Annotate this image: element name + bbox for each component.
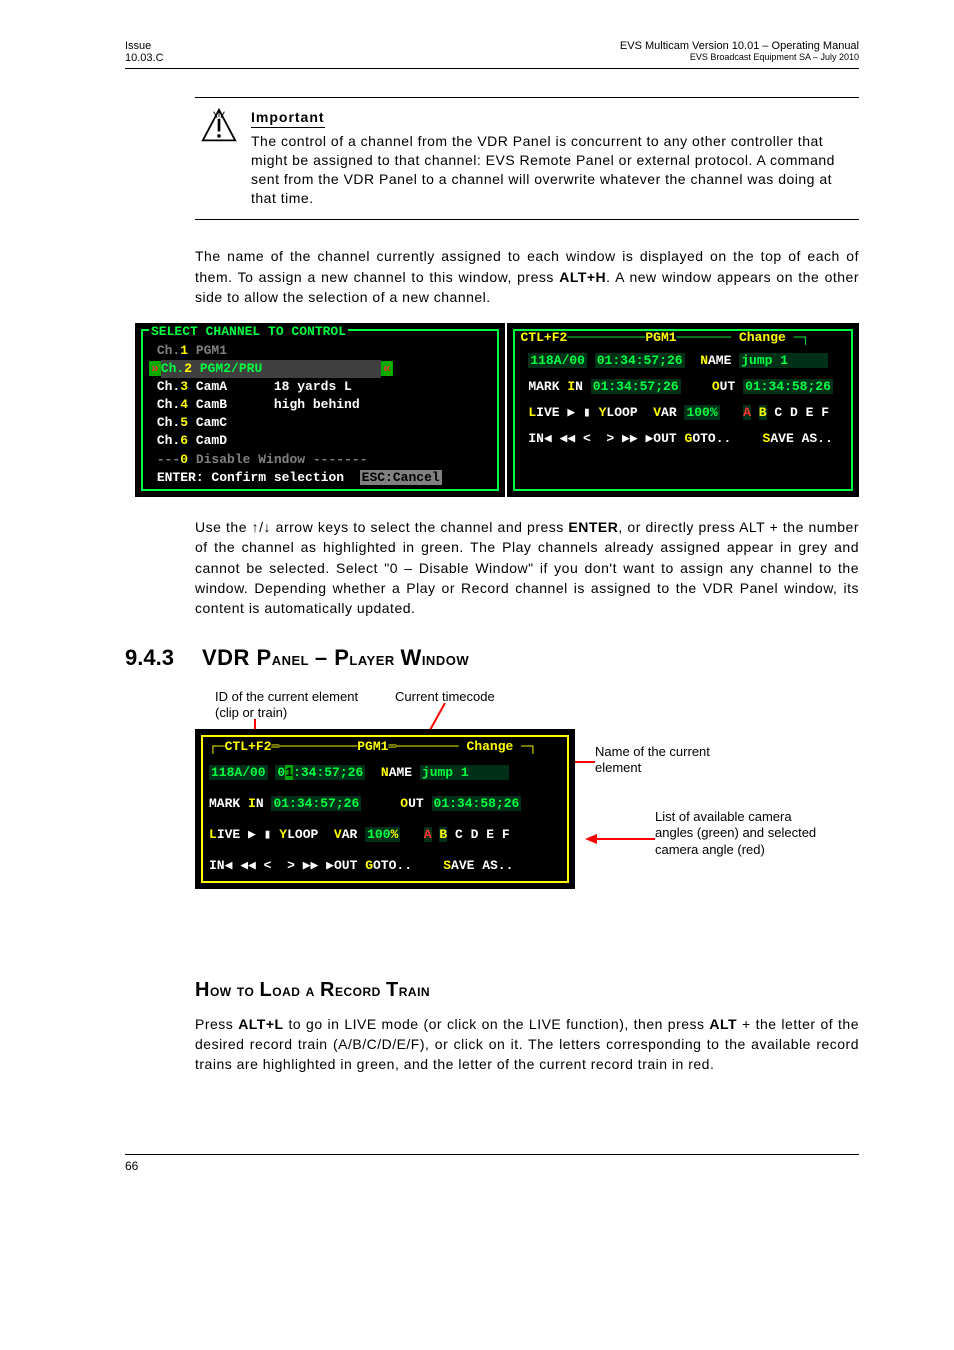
mark-row: MARK IN 01:34:57;26 OUT 01:34:58;26: [209, 794, 561, 815]
clip-id-row: 118A/00 01:34:57;26 NAME jump 1: [521, 352, 845, 370]
annotated-diagram: ID of the current element (clip or train…: [195, 689, 859, 949]
header-rule: [125, 68, 859, 69]
para-assign-channel: The name of the channel currently assign…: [195, 246, 859, 307]
page-number: 66: [125, 1159, 138, 1173]
section-number: 9.4.3: [125, 645, 174, 671]
mark-row: MARK IN 01:34:57;26 OUT 01:34:58;26: [521, 378, 845, 396]
channel-row: »Ch.2 PGM2/PRU«: [149, 360, 491, 378]
vdr-player-panel: CTL+F2──────────PGM1─────── Change ─┐ 11…: [507, 323, 859, 497]
page-footer: 66: [125, 1154, 859, 1173]
warning-icon: [201, 108, 237, 207]
live-row: LIVE ▶ ▮ YLOOP VAR 100% A B C D E F: [521, 404, 845, 422]
section-title: VDR Panel – Player Window: [202, 645, 469, 671]
disable-window-row: ---0 Disable Window -------: [149, 451, 491, 469]
page-header: Issue 10.03.C EVS Multicam Version 10.01…: [125, 40, 859, 64]
issue-number: 10.03.C: [125, 52, 164, 64]
doc-subtitle: EVS Broadcast Equipment SA – July 2010: [620, 52, 859, 62]
para-use-arrows: Use the ↑/↓ arrow keys to select the cha…: [195, 517, 859, 618]
arrow-icon: [585, 829, 655, 849]
anno-name: Name of the current element: [595, 744, 735, 778]
vdr-title-row: ┌─CTL+F2═──────────PGM1═──────── Change …: [209, 737, 561, 758]
select-channel-footer: ENTER: Confirm selection ESC:Cancel: [149, 469, 491, 487]
doc-title: EVS Multicam Version 10.01 – Operating M…: [620, 40, 859, 52]
diagram-vdr-panel: ┌─CTL+F2═──────────PGM1═──────── Change …: [195, 729, 575, 889]
important-body: The control of a channel from the VDR Pa…: [251, 133, 835, 206]
channel-row: Ch.5 CamC: [149, 414, 491, 432]
clip-id-row: 118A/00 01:34:57;26 NAME jump 1: [209, 763, 561, 784]
issue-label: Issue: [125, 40, 164, 52]
para-load-train: Press ALT+L to go in LIVE mode (or click…: [195, 1014, 859, 1075]
anno-id: ID of the current element (clip or train…: [215, 689, 385, 723]
nav-row: IN◀ ◀◀ < > ▶▶ ▶OUT GOTO.. SAVE AS..: [521, 430, 845, 448]
anno-cams: List of available camera angles (green) …: [655, 809, 825, 860]
subhead-load-train: How to Load a Record Train: [195, 979, 859, 1002]
vdr-title-row: CTL+F2──────────PGM1─────── Change ─┐: [521, 329, 845, 347]
select-channel-panel: SELECT CHANNEL TO CONTROL Ch.1 PGM1»Ch.2…: [135, 323, 505, 497]
select-channel-title: SELECT CHANNEL TO CONTROL: [149, 323, 348, 341]
terminal-screenshot: SELECT CHANNEL TO CONTROL Ch.1 PGM1»Ch.2…: [135, 323, 859, 497]
nav-row: IN◀ ◀◀ < > ▶▶ ▶OUT GOTO.. SAVE AS..: [209, 856, 561, 877]
live-row: LIVE ▶ ▮ YLOOP VAR 100% A B C D E F: [209, 825, 561, 846]
channel-row: Ch.3 CamA 18 yards L: [149, 378, 491, 396]
important-callout: Important The control of a channel from …: [195, 97, 859, 220]
important-heading: Important: [251, 108, 325, 128]
channel-row: Ch.6 CamD: [149, 432, 491, 450]
channel-row: Ch.1 PGM1: [149, 342, 491, 360]
section-heading: 9.4.3 VDR Panel – Player Window: [125, 645, 859, 671]
channel-row: Ch.4 CamB high behind: [149, 396, 491, 414]
